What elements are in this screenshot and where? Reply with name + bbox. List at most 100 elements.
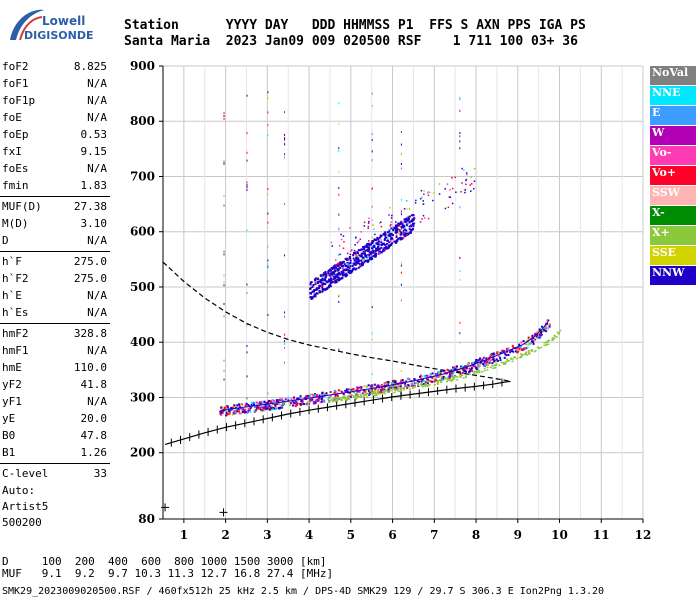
echo-point [490, 359, 493, 362]
echo-point-f2 [390, 243, 393, 246]
echo-point-f2 [345, 272, 348, 275]
interference-streak [223, 359, 225, 362]
echo-point [448, 377, 451, 380]
echo-point-f2 [355, 267, 358, 270]
echo-point [294, 401, 297, 404]
echo-point-x [559, 329, 562, 332]
file-info-line: SMK29_2023009020500.RSF / 460fx512h 25 k… [2, 586, 605, 597]
echo-point [454, 368, 457, 371]
interference-streak [338, 193, 340, 196]
echo-point-sparse [354, 237, 357, 239]
echo-point-sparse [356, 241, 359, 244]
echo-point-f2 [345, 269, 348, 272]
param-value: N/A [87, 289, 107, 302]
interference-streak [246, 189, 248, 192]
echo-point-f2 [329, 274, 332, 277]
echo-point [250, 401, 253, 404]
echo-point-x [334, 397, 337, 399]
echo-point-x [354, 397, 357, 399]
echo-point [284, 398, 287, 401]
echo-point [264, 404, 267, 407]
interference-streak [223, 274, 225, 277]
echo-point-f2 [309, 283, 312, 286]
x-tick-label: 12 [635, 528, 652, 542]
echo-point [518, 349, 521, 352]
echo-point-sparse [368, 220, 370, 223]
echo-point-sparse [427, 191, 429, 193]
interference-streak [400, 210, 402, 213]
echo-point [486, 360, 489, 363]
interference-streak [223, 378, 225, 381]
legend-item-x-: X+ [650, 226, 696, 245]
echo-point-f2 [398, 232, 401, 235]
echo-point [506, 351, 509, 354]
echo-point [545, 330, 548, 333]
echo-point-x [489, 366, 492, 369]
echo-point-x [478, 371, 481, 374]
echo-point-x [538, 347, 541, 349]
echo-point-f2 [402, 229, 405, 232]
echo-point-f2 [321, 275, 324, 278]
echo-point-sparse [473, 168, 476, 170]
echo-point [342, 393, 345, 396]
echo-point-f2 [336, 272, 339, 275]
echo-point [413, 382, 416, 385]
interference-streak [246, 292, 248, 295]
interference-streak [246, 375, 248, 378]
echo-point [356, 386, 359, 389]
echo-point [450, 369, 453, 372]
echo-point-f2 [324, 272, 327, 275]
echo-point [225, 414, 228, 417]
echo-point-x [426, 385, 429, 388]
interference-streak [267, 263, 269, 266]
echo-point-f2 [372, 251, 375, 254]
y-tick-label: 300 [130, 390, 155, 404]
echo-point [323, 392, 326, 395]
echo-point-f2 [332, 280, 335, 283]
x-tick-label: 9 [514, 528, 522, 542]
echo-point-x [557, 332, 560, 334]
echo-point-f2 [366, 255, 369, 258]
echo-point-sparse [463, 169, 465, 171]
legend-item-vo-: Vo+ [650, 166, 696, 185]
echo-point [259, 405, 262, 408]
echo-point-x [343, 395, 346, 398]
echo-point-f2 [334, 275, 337, 278]
echo-point-x [548, 339, 551, 342]
echo-point-f2 [390, 232, 393, 235]
echo-point [369, 385, 372, 388]
echo-point [391, 381, 394, 384]
echo-point [341, 391, 344, 394]
echo-point [281, 398, 284, 401]
interference-streak [338, 102, 340, 105]
echo-point-f2 [384, 246, 387, 249]
echo-point [494, 359, 497, 362]
interference-streak [371, 245, 373, 248]
echo-point-f2 [389, 234, 392, 237]
echo-point-x [513, 356, 516, 359]
echo-point-sparse [360, 231, 362, 233]
echo-point-x [375, 394, 378, 396]
param-name: fmin [2, 179, 29, 192]
echo-point-x [515, 357, 518, 360]
echo-point-x [477, 370, 480, 372]
echo-point [404, 380, 407, 383]
echo-point-f2 [327, 271, 330, 274]
echo-point-sparse [449, 196, 452, 198]
param-name: yE [2, 412, 16, 425]
echo-point [438, 375, 441, 378]
interference-streak [223, 162, 225, 165]
echo-point [360, 386, 363, 389]
echo-point [452, 372, 455, 375]
echo-point [238, 410, 241, 413]
echo-point-f2 [375, 249, 378, 252]
echo-point-x [336, 397, 339, 399]
echo-point-sparse [464, 191, 466, 194]
echo-point-sparse [461, 167, 463, 170]
echo-point-sparse [356, 255, 359, 257]
echo-point-sparse [373, 245, 376, 247]
interference-streak [400, 264, 402, 267]
y-tick-label: 500 [130, 280, 155, 294]
echo-point-x [421, 386, 424, 388]
interference-streak [459, 278, 461, 281]
